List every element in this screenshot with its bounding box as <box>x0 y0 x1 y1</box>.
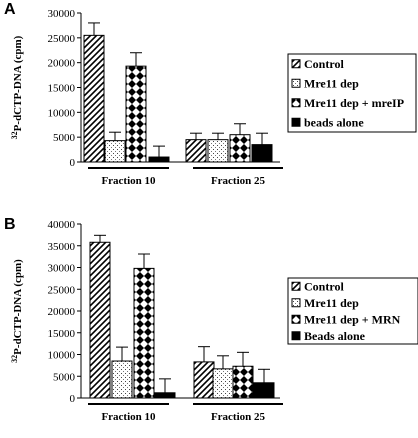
y-axis-label-text: P-dCTP-DNA (cpm) <box>12 35 24 131</box>
y-axis-label-superscript: 32 <box>10 131 19 139</box>
bar <box>89 241 111 399</box>
legend-swatch <box>291 78 301 88</box>
bar <box>212 368 234 399</box>
legend-box <box>287 53 417 133</box>
y-tick-label: 25000 <box>48 284 76 296</box>
chart-panel-b: B 0 5000 10000 15000 20000 25000 30000 35000 4000… <box>4 216 418 423</box>
y-tick-label: 0 <box>70 393 76 405</box>
legend-label: Beads alone <box>304 329 366 343</box>
group-label: Fraction 10 <box>101 411 156 423</box>
legend-label: Mre11 dep <box>304 296 359 310</box>
bar <box>253 382 275 399</box>
y-tick-label: 10000 <box>48 350 76 362</box>
legend-swatch <box>291 281 301 291</box>
bar <box>232 365 254 399</box>
y-tick-label: 25000 <box>48 33 76 45</box>
legend-swatch <box>291 98 301 108</box>
group-label: Fraction 25 <box>211 411 266 423</box>
legend-label: Control <box>304 57 344 71</box>
legend-swatch <box>291 331 301 341</box>
group-label: Fraction 25 <box>211 175 266 187</box>
bar <box>83 34 105 163</box>
legend-box <box>287 277 418 345</box>
y-tick-label: 5000 <box>53 132 76 144</box>
legend-label: Mre11 dep + MRN <box>304 312 401 326</box>
y-axis-label-text: P-dCTP-DNA (cpm) <box>12 259 24 355</box>
legend-label: Mre11 dep <box>304 76 359 90</box>
group-label: Fraction 10 <box>101 175 156 187</box>
bar <box>148 156 170 163</box>
legend-label: Control <box>304 279 344 293</box>
bar <box>125 65 147 163</box>
bar <box>111 360 133 399</box>
bar <box>207 139 229 163</box>
legend-swatch <box>291 59 301 69</box>
y-tick-label: 40000 <box>48 219 76 231</box>
y-tick-label: 15000 <box>48 83 76 95</box>
y-tick-label: 20000 <box>48 58 76 70</box>
bar <box>154 392 176 399</box>
bar <box>229 134 251 163</box>
legend-swatch <box>291 314 301 324</box>
y-tick-label: 35000 <box>48 241 76 253</box>
y-tick-label: 10000 <box>48 107 76 119</box>
bar <box>104 140 126 163</box>
legend-swatch <box>291 117 301 127</box>
y-tick-label: 0 <box>70 157 76 169</box>
bar <box>251 144 273 163</box>
chart-panel-a: A 0 5000 10000 15000 20000 25000 30000 32P-dCTP-… <box>4 1 417 187</box>
y-tick-label: 30000 <box>48 263 76 275</box>
legend-label: Mre11 dep + mreIP <box>304 96 404 110</box>
y-axis-label: 32P-dCTP-DNA (cpm) <box>10 35 24 139</box>
y-tick-label: 20000 <box>48 306 76 318</box>
panel-letter: A <box>4 1 16 18</box>
legend-swatch <box>291 298 301 308</box>
bar <box>193 361 215 399</box>
y-axis-label-superscript: 32 <box>10 355 19 363</box>
y-tick-label: 15000 <box>48 328 76 340</box>
legend-label: beads alone <box>304 115 364 129</box>
y-tick-label: 5000 <box>53 371 76 383</box>
y-tick-label: 30000 <box>48 8 76 20</box>
bar <box>185 139 207 163</box>
panel-letter: B <box>4 216 16 233</box>
y-axis-label: 32P-dCTP-DNA (cpm) <box>10 259 24 363</box>
bar <box>133 267 155 399</box>
